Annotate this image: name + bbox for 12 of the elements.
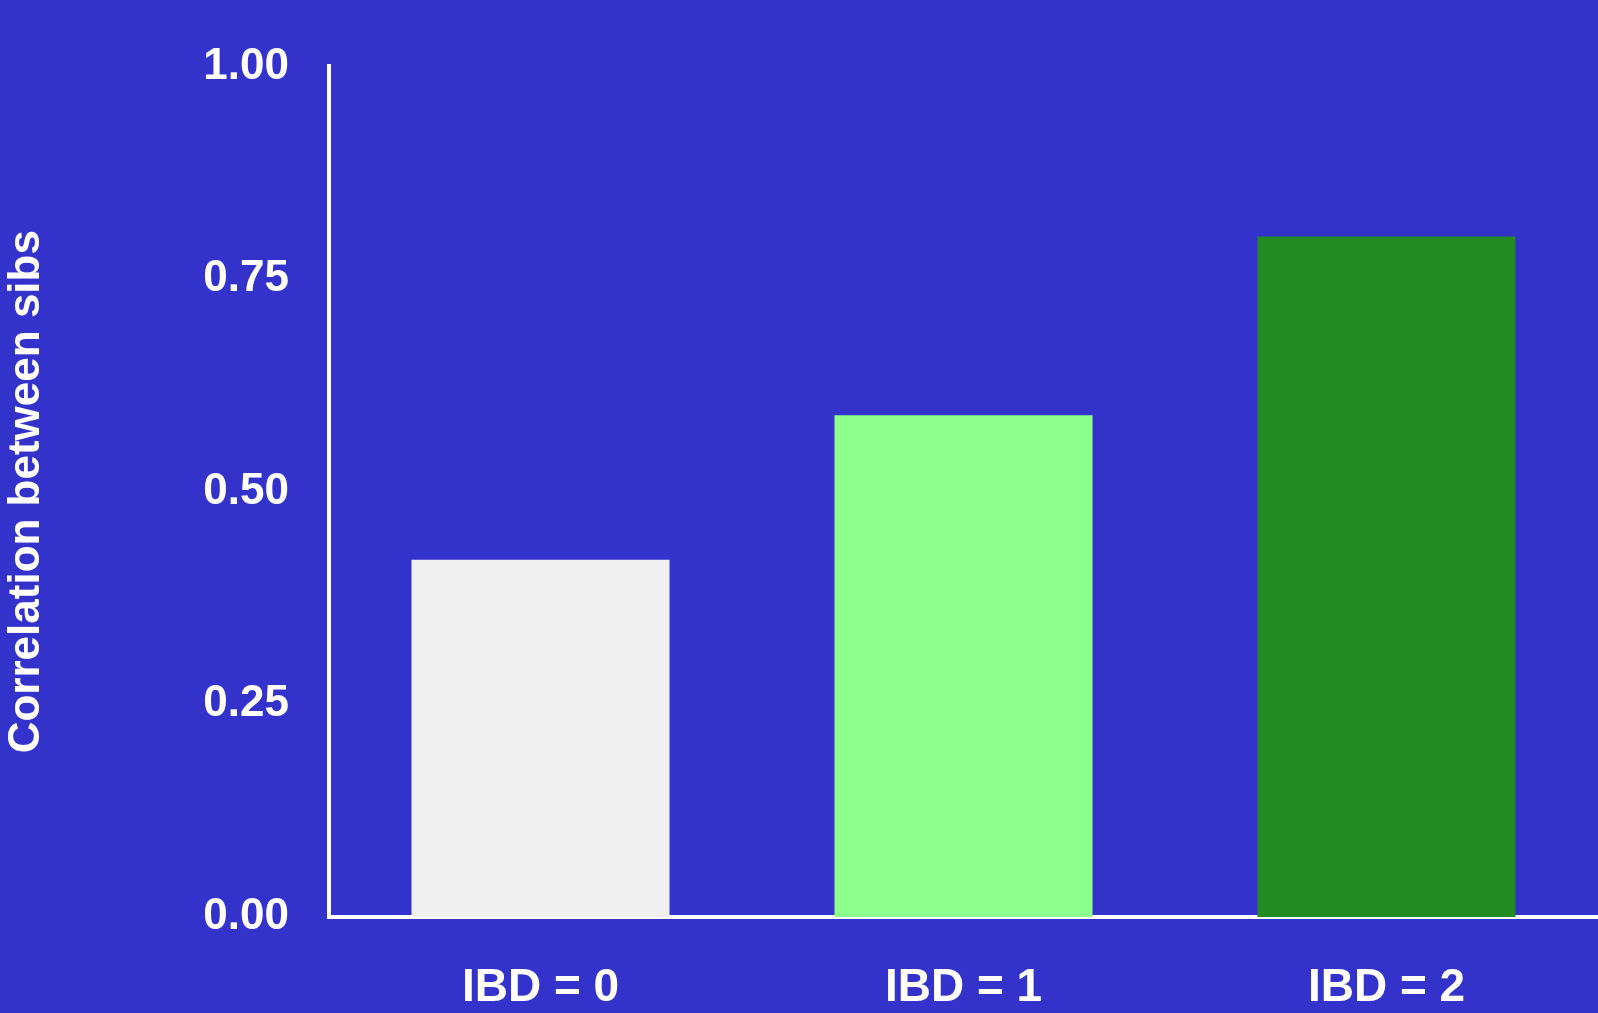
x-tick-label: IBD = 0	[461, 959, 620, 1012]
bar	[1257, 236, 1516, 917]
y-tick-label: 0.50	[203, 463, 289, 513]
y-tick-label: 0.25	[203, 676, 289, 726]
x-tick-label: IBD = 1	[884, 959, 1043, 1012]
y-tick-label: 0.75	[203, 251, 289, 301]
x-tick-label: IBD = 2	[1307, 959, 1466, 1012]
y-tick-label: 1.00	[203, 38, 289, 88]
bar	[834, 415, 1093, 917]
y-tick-label: 0.00	[203, 889, 289, 939]
bar	[411, 559, 670, 917]
y-axis-title: Correlation between sibs	[0, 230, 48, 754]
